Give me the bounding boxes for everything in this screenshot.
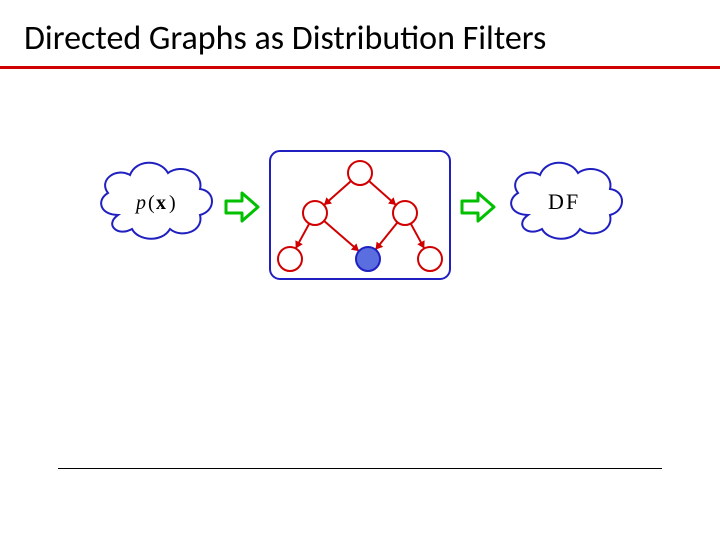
- left-cloud: p ( x ): [101, 163, 212, 239]
- arrow-right: [462, 193, 494, 221]
- svg-text:F: F: [566, 189, 578, 214]
- footer-divider: [58, 468, 662, 469]
- slide-title: Directed Graphs as Distribution Filters: [24, 18, 696, 59]
- svg-text:p: p: [134, 192, 146, 214]
- graph-node: [393, 201, 417, 225]
- graph-node: [348, 161, 372, 185]
- graph-node: [278, 247, 302, 271]
- graph-node: [303, 201, 327, 225]
- svg-text:x: x: [156, 192, 166, 214]
- svg-text:D: D: [548, 189, 564, 214]
- graph-node: [418, 247, 442, 271]
- graph-node-highlight: [356, 247, 380, 271]
- right-cloud: D F: [511, 163, 622, 239]
- svg-text:(: (: [148, 192, 155, 214]
- svg-text:): ): [169, 192, 176, 214]
- title-underline: [0, 66, 720, 69]
- right-cloud-label: D F: [548, 189, 578, 214]
- center-box-group: [270, 151, 450, 279]
- diagram: p ( x ) D F: [88, 145, 632, 285]
- slide: Directed Graphs as Distribution Filters …: [0, 0, 720, 540]
- arrow-left: [226, 193, 258, 221]
